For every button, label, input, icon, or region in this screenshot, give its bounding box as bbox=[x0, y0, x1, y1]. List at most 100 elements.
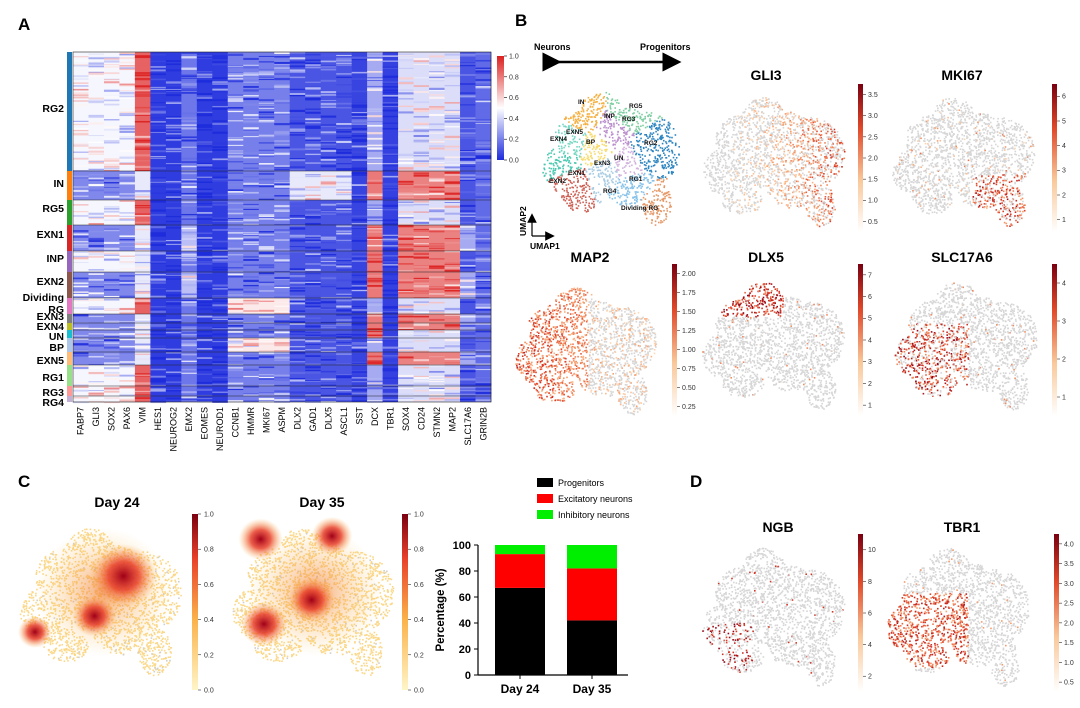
heat-texture bbox=[460, 260, 476, 262]
heat-texture bbox=[398, 92, 414, 95]
cell-point bbox=[644, 155, 646, 157]
heat-texture bbox=[289, 389, 306, 392]
heat-texture bbox=[88, 97, 105, 99]
gene-label-stmn2: STMN2 bbox=[432, 407, 442, 438]
cell-point bbox=[632, 197, 634, 199]
heat-texture bbox=[227, 155, 244, 158]
heat-texture bbox=[382, 183, 399, 186]
cell-point bbox=[662, 206, 664, 208]
heat-texture bbox=[196, 151, 213, 153]
heat-texture bbox=[274, 285, 291, 287]
cell-point bbox=[654, 156, 656, 158]
heat-texture bbox=[429, 276, 445, 279]
cell-point bbox=[564, 156, 566, 158]
heat-texture bbox=[398, 356, 414, 359]
heat-texture bbox=[367, 179, 383, 182]
heat-texture bbox=[413, 309, 430, 311]
cell-point bbox=[644, 126, 647, 129]
cell-point bbox=[640, 150, 643, 152]
cell-point bbox=[811, 120, 814, 122]
cell-point bbox=[625, 188, 627, 190]
cell-point bbox=[599, 169, 602, 172]
heat-texture bbox=[274, 187, 291, 189]
heat-texture bbox=[227, 378, 244, 380]
cell-point bbox=[649, 181, 652, 184]
cell-point bbox=[660, 138, 663, 141]
heat-texture bbox=[88, 286, 105, 288]
cell-point bbox=[771, 145, 774, 147]
heat-cell bbox=[103, 314, 120, 323]
cell-point bbox=[678, 146, 680, 148]
cell-point bbox=[723, 140, 726, 143]
heat-texture bbox=[289, 66, 306, 68]
heat-texture bbox=[196, 251, 213, 254]
cell-point bbox=[651, 212, 653, 215]
heat-texture bbox=[73, 396, 89, 399]
heat-texture bbox=[196, 95, 213, 98]
heat-texture bbox=[351, 130, 368, 134]
cell-point bbox=[813, 213, 816, 215]
cell-point bbox=[560, 145, 563, 148]
cell-point bbox=[605, 130, 608, 132]
cell-point bbox=[811, 192, 814, 194]
heat-texture bbox=[150, 295, 167, 298]
heat-texture bbox=[444, 382, 461, 384]
cell-point bbox=[814, 190, 816, 193]
cell-point bbox=[607, 127, 609, 129]
heat-texture bbox=[88, 393, 105, 396]
cell-point bbox=[670, 171, 673, 173]
heat-texture bbox=[181, 83, 198, 86]
heat-texture bbox=[73, 294, 89, 297]
cell-point bbox=[576, 170, 578, 172]
cell-point bbox=[595, 93, 598, 96]
cell-point bbox=[639, 169, 642, 172]
heat-texture bbox=[274, 102, 291, 104]
cell-point bbox=[617, 131, 619, 133]
cell-point bbox=[662, 200, 665, 202]
heat-texture bbox=[243, 77, 260, 80]
heat-texture bbox=[320, 140, 337, 142]
heat-texture bbox=[212, 88, 229, 91]
cell-point bbox=[644, 139, 647, 141]
heat-texture bbox=[150, 401, 167, 403]
heat-texture bbox=[320, 115, 337, 118]
heat-texture bbox=[429, 179, 445, 182]
heat-texture bbox=[212, 172, 229, 175]
cell-point bbox=[552, 172, 554, 174]
heat-texture bbox=[413, 85, 430, 87]
cell-point bbox=[788, 207, 790, 209]
heat-texture bbox=[398, 98, 414, 100]
heat-cell bbox=[73, 314, 89, 323]
cell-point bbox=[640, 137, 642, 140]
heat-texture bbox=[289, 396, 306, 398]
heat-texture bbox=[258, 300, 275, 302]
heat-texture bbox=[382, 260, 399, 263]
cell-point bbox=[657, 195, 659, 197]
heat-texture bbox=[305, 379, 322, 381]
heat-texture bbox=[429, 265, 445, 268]
heat-texture bbox=[382, 186, 399, 188]
heat-texture bbox=[181, 260, 198, 262]
heat-texture bbox=[305, 174, 322, 176]
cell-point bbox=[624, 141, 627, 144]
cell-point bbox=[586, 120, 589, 123]
heat-cell bbox=[475, 386, 492, 396]
heat-texture bbox=[165, 383, 182, 385]
heat-texture bbox=[212, 383, 229, 386]
heat-texture bbox=[289, 201, 306, 204]
heat-texture bbox=[305, 111, 322, 114]
cell-point bbox=[620, 140, 622, 142]
cell-point bbox=[634, 202, 636, 205]
heat-texture bbox=[73, 151, 89, 153]
heat-cell bbox=[119, 338, 136, 352]
cell-point bbox=[543, 167, 545, 170]
heat-texture bbox=[227, 137, 244, 139]
cell-point bbox=[648, 200, 650, 202]
heat-texture bbox=[258, 249, 275, 252]
heat-texture bbox=[119, 374, 136, 377]
cell-point bbox=[668, 171, 670, 173]
cell-point bbox=[817, 205, 819, 208]
gene-label-pax6: PAX6 bbox=[122, 407, 132, 429]
heat-texture bbox=[165, 319, 182, 322]
heat-texture bbox=[460, 324, 476, 327]
